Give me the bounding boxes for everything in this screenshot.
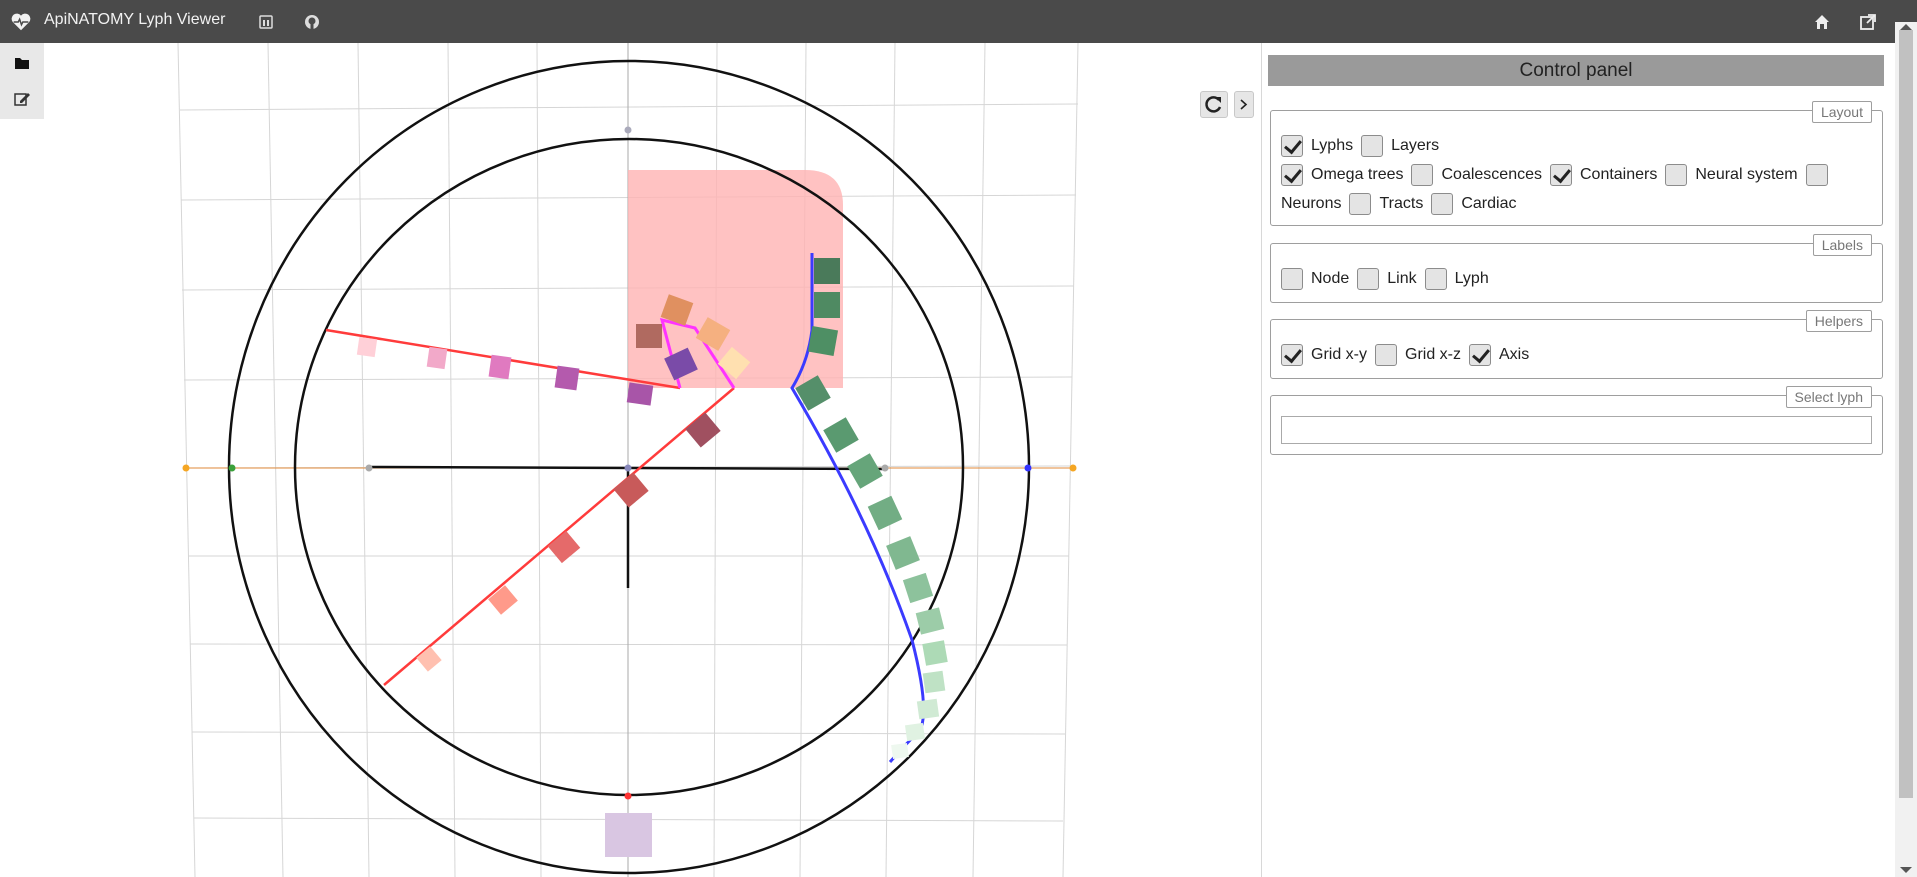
- link-label: Link: [1387, 270, 1417, 287]
- labels-group: Labels Node Link Lyph: [1270, 234, 1883, 303]
- axis-label: Axis: [1499, 346, 1530, 363]
- refresh-icon: [1205, 96, 1222, 113]
- scroll-down-icon[interactable]: [1900, 867, 1912, 873]
- layout-group: Layout Lyphs Layers Omega trees Coalesce…: [1270, 101, 1883, 226]
- containers-label: Containers: [1579, 166, 1658, 183]
- edit-icon[interactable]: [10, 87, 34, 111]
- labels-legend: Labels: [1812, 234, 1872, 256]
- tracts-label: Tracts: [1379, 195, 1424, 212]
- select-lyph-group: Select lyph: [1270, 386, 1883, 455]
- layout-legend: Layout: [1811, 101, 1872, 123]
- scroll-up-icon[interactable]: [1900, 24, 1912, 30]
- grid-xy-checkbox[interactable]: [1281, 344, 1303, 366]
- scroll-thumb[interactable]: [1899, 30, 1913, 798]
- lyph-label-checkbox[interactable]: [1424, 268, 1447, 290]
- container-lyph[interactable]: [628, 170, 843, 388]
- cardiac-label: Cardiac: [1461, 195, 1517, 212]
- lyphs-checkbox[interactable]: [1281, 135, 1303, 157]
- page-scrollbar[interactable]: [1895, 22, 1917, 877]
- magenta-link[interactable]: [659, 317, 736, 389]
- blue-link[interactable]: [790, 253, 926, 763]
- coalescences-label: Coalescences: [1441, 166, 1542, 183]
- grid-xz-label: Grid x-z: [1405, 346, 1461, 363]
- side-toolbar: [0, 43, 44, 119]
- neural-system-checkbox[interactable]: [1665, 164, 1688, 186]
- heart-pulse-icon: [11, 13, 31, 31]
- cardiac-checkbox[interactable]: [1431, 193, 1454, 215]
- grid-xz-checkbox[interactable]: [1375, 344, 1397, 366]
- toggle-panel-button[interactable]: [1234, 91, 1254, 118]
- neural-system-label: Neural system: [1695, 166, 1798, 183]
- scene-canvas[interactable]: [44, 43, 1261, 877]
- containers-checkbox[interactable]: [1549, 164, 1572, 186]
- lyph-cluster-center[interactable]: [636, 294, 751, 381]
- lyph-chain-lower[interactable]: [416, 412, 721, 672]
- lyph-chain-upper[interactable]: [356, 336, 654, 406]
- github-icon[interactable]: [302, 12, 322, 32]
- tracts-checkbox[interactable]: [1349, 193, 1372, 215]
- omega-trees-checkbox[interactable]: [1281, 164, 1303, 186]
- neurons-label: Neurons: [1281, 195, 1342, 212]
- home-icon[interactable]: [1812, 12, 1832, 32]
- helpers-legend: Helpers: [1805, 310, 1872, 332]
- select-lyph-legend: Select lyph: [1785, 386, 1872, 408]
- nodes[interactable]: [182, 126, 1077, 800]
- axis-checkbox[interactable]: [1469, 344, 1491, 366]
- app-title: ApiNATOMY Lyph Viewer: [44, 11, 226, 28]
- link-label-checkbox[interactable]: [1357, 268, 1380, 290]
- panel-title: Control panel: [1268, 55, 1884, 86]
- folder-icon[interactable]: [10, 51, 34, 75]
- lyph-bottom[interactable]: [605, 813, 652, 857]
- lyph-label: Lyph: [1454, 270, 1489, 287]
- helpers-group: Helpers Grid x-y Grid x-z Axis: [1270, 310, 1883, 379]
- layers-checkbox[interactable]: [1361, 135, 1384, 157]
- layers-label: Layers: [1391, 137, 1440, 154]
- refresh-button[interactable]: [1200, 91, 1228, 118]
- neurons-checkbox[interactable]: [1805, 164, 1828, 186]
- control-panel: Control panel: [1268, 55, 1884, 86]
- node-label-checkbox[interactable]: [1281, 268, 1303, 290]
- external-link-icon[interactable]: [1858, 12, 1878, 32]
- coalescences-checkbox[interactable]: [1411, 164, 1434, 186]
- top-bar: ApiNATOMY Lyph Viewer: [0, 0, 1917, 43]
- red-link-lower[interactable]: [383, 387, 735, 686]
- lyph-chain-blue[interactable]: [795, 258, 948, 760]
- omega-trees-label: Omega trees: [1311, 166, 1404, 183]
- select-lyph-input[interactable]: [1281, 416, 1872, 444]
- grid-xy-label: Grid x-y: [1311, 346, 1367, 363]
- panel-divider: [1261, 43, 1262, 877]
- node-label: Node: [1311, 270, 1350, 287]
- chevron-right-icon: [1240, 99, 1248, 110]
- bank-icon[interactable]: [256, 12, 276, 32]
- lyphs-label: Lyphs: [1311, 137, 1354, 154]
- lyph-viewport[interactable]: [44, 43, 1261, 877]
